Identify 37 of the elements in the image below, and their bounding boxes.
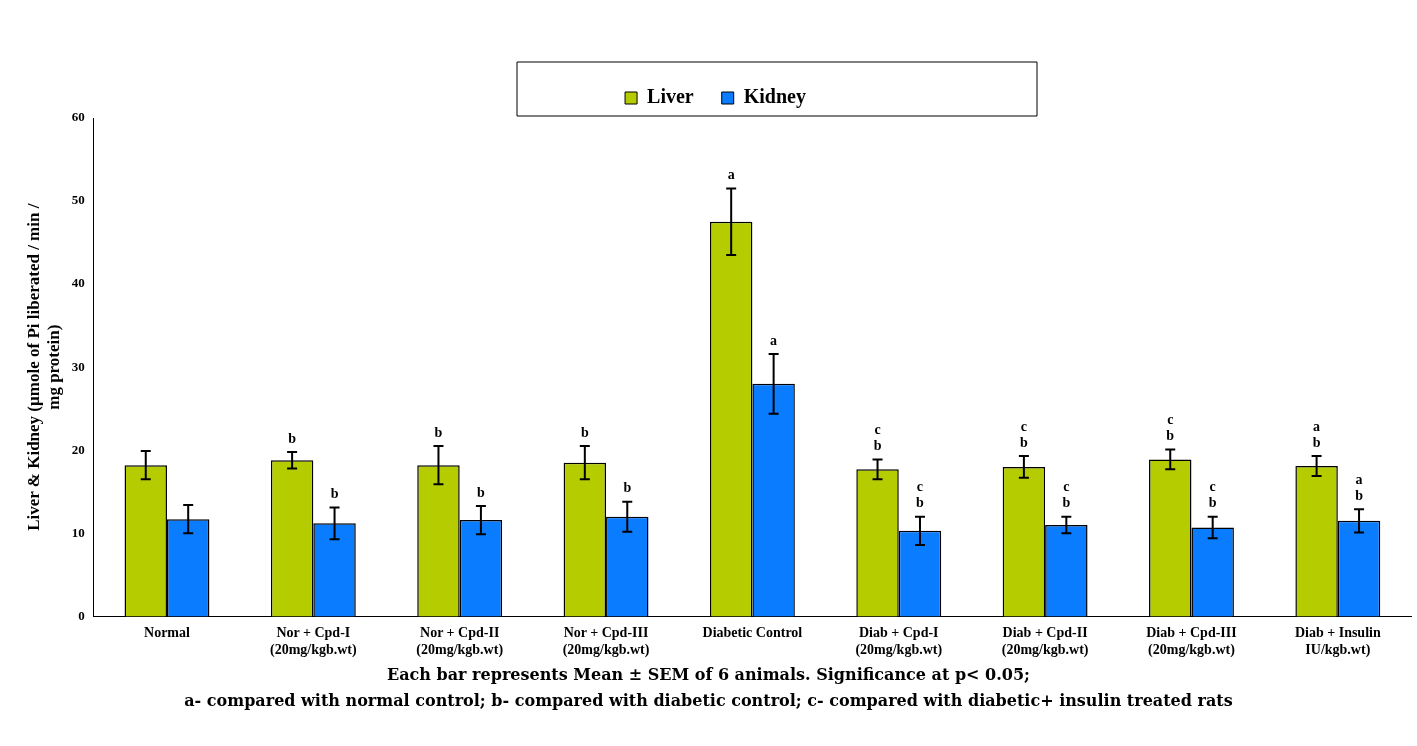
data-label: a xyxy=(770,332,778,348)
data-label: c b xyxy=(1019,418,1028,450)
data-label: a xyxy=(727,167,735,183)
x-tick-label: Diab + Cpd-II (20mg/kgb.wt) xyxy=(1001,625,1089,659)
data-label: b xyxy=(434,424,443,440)
y-axis-title: Liver & Kidney (µmole of Pi liberated / min / mg protein) xyxy=(23,203,63,531)
x-tick-label: Diab + Insulin IU/kgb.wt) xyxy=(1294,625,1381,659)
x-tick-label: Diab + Cpd-III (20mg/kgb.wt) xyxy=(1146,625,1237,659)
x-tick-label: Diab + Cpd-I (20mg/kgb.wt) xyxy=(855,625,943,659)
y-tick-label: 30 xyxy=(71,358,85,374)
data-label: a b xyxy=(1355,471,1364,503)
data-label: b xyxy=(580,424,589,440)
legend-label: Liver xyxy=(647,85,694,108)
x-tick-label: Normal xyxy=(144,625,191,641)
x-tick-label: Nor + Cpd-III (20mg/kgb.wt) xyxy=(562,625,650,659)
data-label: a b xyxy=(1312,418,1321,450)
x-tick-label: Diabetic Control xyxy=(702,625,803,641)
data-label: c b xyxy=(1166,412,1175,444)
data-label: c b xyxy=(916,479,925,511)
x-tick-label: Nor + Cpd-II (20mg/kgb.wt) xyxy=(416,625,504,659)
y-tick-label: 10 xyxy=(71,524,85,540)
data-label: c b xyxy=(1062,479,1071,511)
y-tick-label: 60 xyxy=(71,109,85,125)
data-label: b xyxy=(330,486,339,502)
y-tick-label: 20 xyxy=(71,441,85,457)
data-label: b xyxy=(477,484,486,500)
data-label: c b xyxy=(1208,479,1217,511)
data-label: b xyxy=(288,430,297,446)
data-label: b xyxy=(623,480,632,496)
y-tick-label: 40 xyxy=(71,275,85,291)
y-tick-label: 0 xyxy=(78,607,85,623)
text: Each bar represents Mean ± SEM of 6 animals. Significance at p< 0.05; xyxy=(386,664,1031,686)
text: a- compared with normal control; b- compared with diabetic control; c- compared with diabetic+ insulin treated rats xyxy=(183,690,1234,712)
x-tick-label: Nor + Cpd-I (20mg/kgb.wt) xyxy=(269,625,358,659)
legend-label: Kidney xyxy=(743,85,806,109)
data-label: c b xyxy=(873,422,882,454)
y-tick-label: 50 xyxy=(71,192,85,208)
